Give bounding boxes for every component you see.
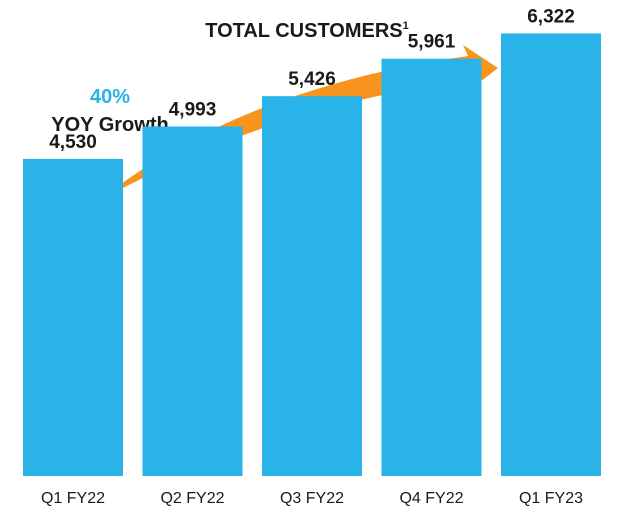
x-tick-label-3: Q4 FY22: [399, 490, 463, 507]
chart-title-superscript: 1: [403, 20, 409, 32]
bar-1: [142, 126, 243, 477]
growth-label: YOY Growth: [51, 114, 168, 136]
bar-2: [262, 96, 362, 477]
value-label-3: 5,961: [408, 32, 456, 53]
x-axis-ticks-group: Q1 FY22 Q2 FY22 Q3 FY22 Q4 FY22 Q1 FY23: [41, 490, 583, 507]
value-labels-group: 4,530 4,993 5,426 5,961 6,322: [49, 6, 575, 152]
x-tick-label-2: Q3 FY22: [280, 490, 344, 507]
chart-title: TOTAL CUSTOMERS1: [205, 20, 409, 42]
bar-3: [381, 58, 482, 476]
value-label-4: 6,322: [527, 6, 575, 27]
bars-group: [23, 33, 601, 477]
x-tick-label-1: Q2 FY22: [160, 490, 224, 507]
x-tick-label-0: Q1 FY22: [41, 490, 105, 507]
value-label-0: 4,530: [49, 132, 97, 153]
bar-0: [23, 158, 123, 476]
bar-4: [501, 33, 601, 477]
x-tick-label-4: Q1 FY23: [519, 490, 583, 507]
value-label-2: 5,426: [288, 69, 336, 90]
value-label-1: 4,993: [169, 99, 217, 120]
chart-title-text: TOTAL CUSTOMERS: [205, 20, 402, 42]
growth-percent: 40%: [90, 86, 130, 108]
